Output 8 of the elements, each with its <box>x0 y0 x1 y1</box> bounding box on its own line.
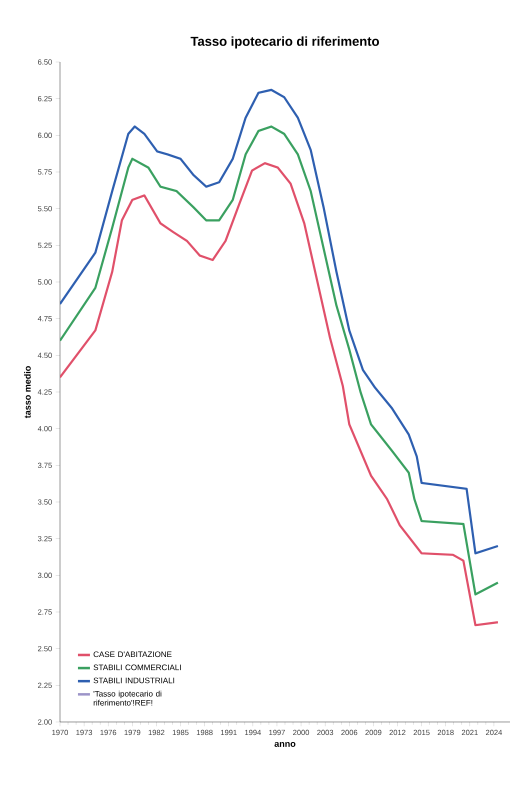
y-axis-title: tasso medio <box>24 366 31 418</box>
legend-label: STABILI COMMERCIALI <box>94 664 181 670</box>
line-series <box>60 88 500 554</box>
legend-label: CASE D'ABITAZIONE <box>94 651 172 658</box>
legend-label: 'Tasso ipotecario di riferimento'!REF! <box>94 690 162 706</box>
x-axis-title: anno <box>274 742 296 747</box>
chart-title: Tasso ipotecario di riferimento <box>190 36 379 48</box>
legend-label: STABILI INDUSTRIALI <box>94 678 174 684</box>
